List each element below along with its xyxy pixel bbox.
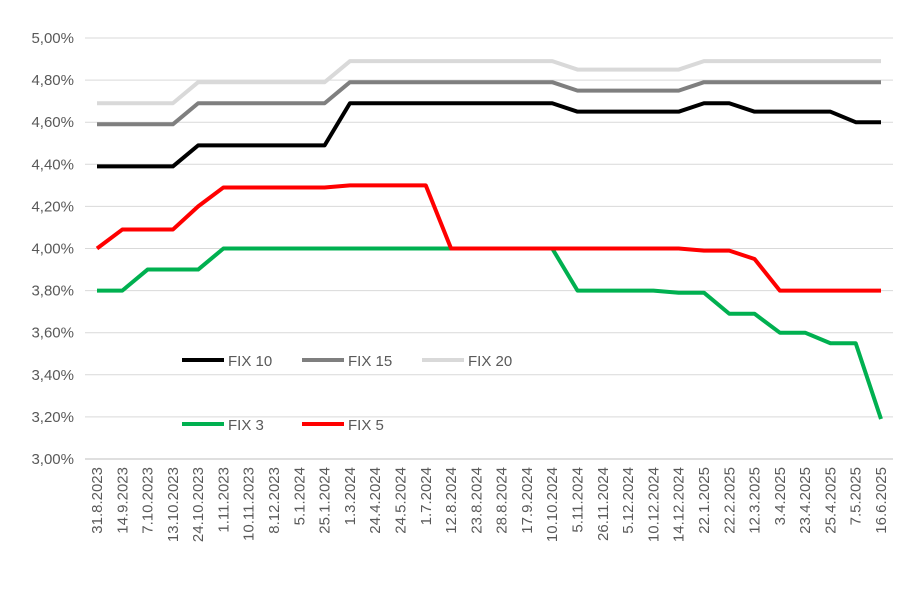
x-tick-label: 13.10.2023 <box>165 467 182 542</box>
line <box>95 183 881 293</box>
x-tick-label: 28.8.2024 <box>494 467 511 534</box>
x-tick-label: 16.6.2025 <box>873 467 890 534</box>
x-tick-label: 3.4.2025 <box>772 467 789 525</box>
x-tick-label: 24.5.2024 <box>392 467 409 534</box>
x-tick-label: 12.8.2024 <box>443 467 460 534</box>
x-tick-label: 5.1.2024 <box>291 467 308 525</box>
x-tick-label: 24.4.2024 <box>367 467 384 534</box>
x-tick-label: 7.10.2023 <box>140 467 157 534</box>
legend-label: FIX 3 <box>228 417 264 434</box>
x-tick-label: 23.4.2025 <box>797 467 814 534</box>
y-tick-label: 4,00% <box>31 241 74 258</box>
x-tick-label: 8.12.2023 <box>266 467 283 534</box>
x-tick-label: 25.1.2024 <box>317 467 334 534</box>
y-tick-label: 5,00% <box>31 30 74 47</box>
y-tick-label: 4,40% <box>31 156 74 173</box>
x-tick-label: 1.11.2023 <box>215 467 232 533</box>
y-tick-label: 4,60% <box>31 114 74 131</box>
line <box>97 101 881 169</box>
y-tick-label: 4,20% <box>31 198 74 215</box>
x-tick-label: 24.10.2023 <box>190 467 207 542</box>
x-tick-label: 22.1.2025 <box>696 467 713 534</box>
legend-label: FIX 15 <box>348 353 392 370</box>
line <box>97 246 883 420</box>
x-tick-label: 5.11.2024 <box>570 467 587 533</box>
y-tick-label: 3,80% <box>31 283 74 300</box>
x-tick-label: 12.3.2025 <box>747 467 764 534</box>
x-tick-label: 26.11.2024 <box>595 467 612 541</box>
x-tick-label: 1.7.2024 <box>418 467 435 525</box>
x-tick-label: 10.11.2023 <box>241 467 258 541</box>
legend-label: FIX 20 <box>468 353 512 370</box>
y-tick-label: 4,80% <box>31 72 74 89</box>
x-tick-label: 14.9.2023 <box>114 467 131 534</box>
y-tick-label: 3,40% <box>31 367 74 384</box>
line <box>97 80 881 127</box>
x-tick-label: 5.12.2024 <box>620 467 637 534</box>
x-tick-label: 7.5.2025 <box>848 467 865 525</box>
y-tick-label: 3,20% <box>31 409 74 426</box>
y-tick-label: 3,60% <box>31 325 74 342</box>
x-tick-label: 1.3.2024 <box>342 467 359 525</box>
x-tick-label: 25.4.2025 <box>822 467 839 534</box>
x-tick-label: 14.12.2024 <box>671 467 688 542</box>
legend-label: FIX 10 <box>228 353 272 370</box>
x-tick-label: 10.10.2024 <box>544 467 561 542</box>
line <box>97 59 881 106</box>
x-tick-label: 22.2.2025 <box>721 467 738 534</box>
x-tick-label: 31.8.2023 <box>89 467 106 534</box>
x-tick-label: 17.9.2024 <box>519 467 536 534</box>
x-tick-label: 23.8.2024 <box>468 467 485 534</box>
x-tick-label: 10.12.2024 <box>645 467 662 542</box>
y-tick-label: 3,00% <box>31 451 74 468</box>
legend-label: FIX 5 <box>348 417 384 434</box>
